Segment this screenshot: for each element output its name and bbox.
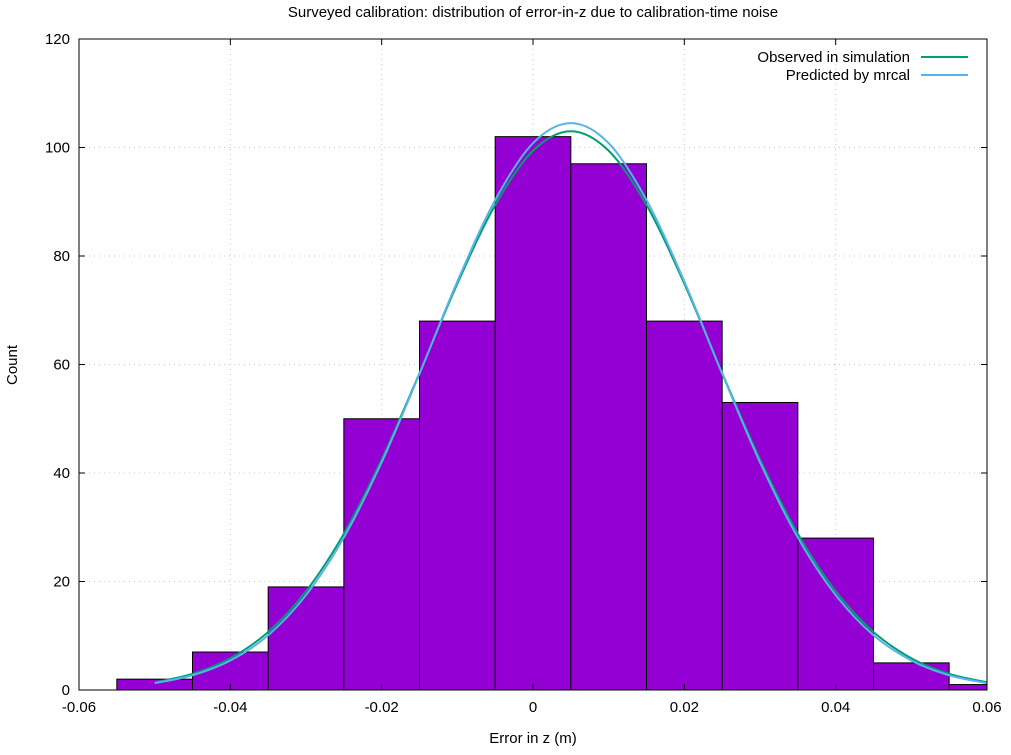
x-tick-label: 0.04 [821, 699, 850, 716]
bars [116, 136, 988, 691]
histogram-bar [948, 684, 988, 691]
x-tick-label: -0.06 [62, 699, 96, 716]
histogram-bar [494, 136, 572, 691]
histogram-bar [267, 586, 345, 691]
y-tick-label: 80 [53, 248, 70, 265]
histogram-bar [419, 320, 496, 691]
y-tick-label: 0 [62, 682, 70, 699]
legend-label-observed: Observed in simulation [757, 49, 910, 66]
legend: Observed in simulation Predicted by mrca… [757, 49, 968, 84]
histogram-bar [570, 163, 647, 691]
y-axis-label: Count [4, 344, 21, 385]
x-tick-label: 0.02 [670, 699, 699, 716]
histogram-bar [116, 678, 193, 691]
predicted-curve [154, 122, 988, 685]
y-tick-label: 40 [53, 465, 70, 482]
y-tick-label: 20 [53, 574, 70, 591]
curves [154, 122, 988, 685]
histogram-bar [797, 537, 874, 691]
histogram-bar [873, 662, 950, 691]
y-tick-label: 100 [45, 140, 70, 157]
x-tick-label: 0 [529, 699, 537, 716]
chart-title: Surveyed calibration: distribution of er… [288, 4, 778, 21]
x-tick-label: -0.04 [213, 699, 247, 716]
ticks: -0.06 -0.04 -0.02 0 0.02 0.04 0.06 0 20 40 60 80 100… [45, 31, 1002, 716]
legend-label-predicted: Predicted by mrcal [786, 67, 910, 84]
y-tick-label: 60 [53, 357, 70, 374]
x-axis-label: Error in z (m) [489, 730, 577, 747]
histogram-bar [646, 320, 723, 691]
x-tick-label: 0.06 [972, 699, 1001, 716]
observed-curve [154, 130, 988, 684]
histogram-bar [721, 401, 799, 691]
y-tick-label: 120 [45, 31, 70, 48]
x-tick-label: -0.02 [365, 699, 399, 716]
